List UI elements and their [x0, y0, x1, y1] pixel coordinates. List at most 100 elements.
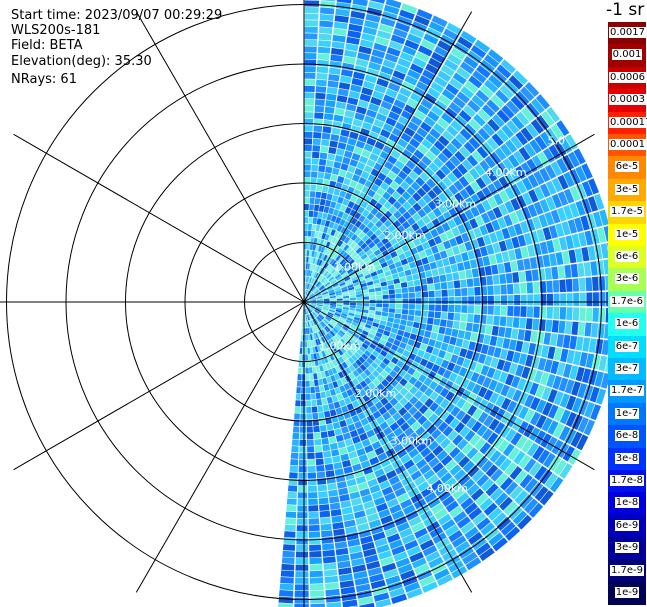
gate-cell — [383, 426, 393, 436]
gate-cell — [409, 386, 419, 396]
gate-cell — [308, 306, 314, 311]
gate-cell — [464, 430, 476, 442]
gate-cell — [332, 521, 344, 530]
gate-cell — [367, 284, 375, 290]
gate-cell — [321, 437, 330, 445]
gate-cell — [450, 138, 463, 150]
gate-cell — [428, 380, 438, 391]
gate-cell — [304, 164, 311, 171]
gate-cell — [448, 297, 455, 305]
gate-cell — [545, 319, 553, 332]
gate-cell — [456, 356, 465, 366]
gate-cell — [412, 238, 422, 247]
gate-cell — [542, 226, 552, 241]
gate-cell — [560, 348, 569, 363]
gate-cell — [563, 188, 575, 204]
gate-cell — [408, 448, 420, 459]
gate-cell — [317, 302, 324, 305]
gate-cell — [479, 84, 494, 98]
gate-cell — [349, 273, 357, 279]
gate-cell — [419, 343, 428, 352]
gate-cell — [387, 82, 401, 93]
gate-cell — [359, 364, 367, 372]
gate-cell — [309, 304, 316, 308]
gate-cell — [461, 159, 473, 171]
gate-cell — [390, 105, 403, 115]
gate-cell — [334, 273, 341, 280]
gate-cell — [310, 312, 315, 319]
gate-cell — [377, 328, 385, 334]
gate-cell — [590, 404, 602, 421]
gate-cell — [504, 481, 519, 496]
gate-cell — [387, 284, 395, 290]
gate-cell — [354, 284, 361, 289]
gate-cell — [488, 74, 503, 89]
gate-cell — [468, 507, 483, 521]
gate-cell — [439, 387, 450, 398]
gate-cell — [504, 80, 519, 95]
gate-cell — [470, 488, 485, 501]
gate-cell — [335, 407, 343, 415]
gate-cell — [520, 294, 527, 306]
gate-cell — [326, 396, 333, 404]
gate-cell — [311, 340, 315, 347]
gate-cell — [409, 551, 424, 563]
gate-cell — [380, 166, 391, 176]
gate-cell — [546, 280, 553, 293]
gate-cell — [529, 382, 540, 396]
gate-cell — [403, 372, 412, 382]
gate-cell — [323, 302, 330, 304]
gate-cell — [373, 592, 390, 602]
gate-cell — [373, 119, 385, 129]
gate-cell — [299, 453, 307, 460]
gate-cell — [337, 560, 351, 569]
gate-cell — [440, 164, 451, 176]
colorbar-tick-label: 6e-6 — [614, 251, 640, 262]
gate-cell — [361, 286, 368, 291]
gate-cell — [382, 266, 390, 273]
gate-cell — [304, 315, 307, 322]
gate-cell — [304, 46, 317, 53]
gate-cell — [445, 459, 457, 472]
gate-cell — [512, 272, 520, 283]
gate-cell — [296, 525, 308, 532]
gate-cell — [371, 245, 379, 253]
gate-cell — [363, 385, 372, 394]
gate-cell — [447, 430, 459, 442]
gate-cell — [456, 398, 467, 409]
gate-cell — [437, 366, 446, 377]
gate-cell — [367, 317, 374, 322]
gate-cell — [547, 420, 559, 435]
gate-cell — [423, 93, 437, 105]
gate-cell — [330, 299, 337, 301]
gate-cell — [445, 248, 454, 257]
gate-cell — [391, 545, 406, 556]
gate-cell — [479, 497, 494, 511]
gate-cell — [339, 419, 347, 428]
gate-cell — [304, 13, 319, 20]
gate-cell — [472, 512, 487, 526]
gate-cell — [458, 546, 474, 560]
gate-cell — [475, 493, 489, 506]
gate-cell — [590, 323, 599, 338]
gate-cell — [491, 219, 501, 232]
gate-cell — [577, 416, 590, 433]
gate-cell — [327, 265, 333, 272]
gate-cell — [308, 531, 321, 538]
gate-cell — [297, 374, 302, 381]
gate-cell — [405, 143, 417, 154]
gate-cell — [495, 229, 505, 242]
gate-cell — [329, 442, 338, 451]
gate-cell — [367, 478, 379, 488]
gate-cell — [347, 485, 359, 494]
gate-cell — [336, 148, 345, 157]
gate-cell — [475, 89, 490, 103]
gate-cell — [324, 172, 332, 180]
gate-cell — [333, 335, 340, 342]
gate-cell — [340, 226, 347, 234]
gate-cell — [333, 28, 347, 36]
gate-cell — [314, 112, 324, 120]
gate-cell — [322, 240, 328, 247]
gate-cell — [477, 411, 489, 424]
gate-cell — [471, 537, 487, 551]
